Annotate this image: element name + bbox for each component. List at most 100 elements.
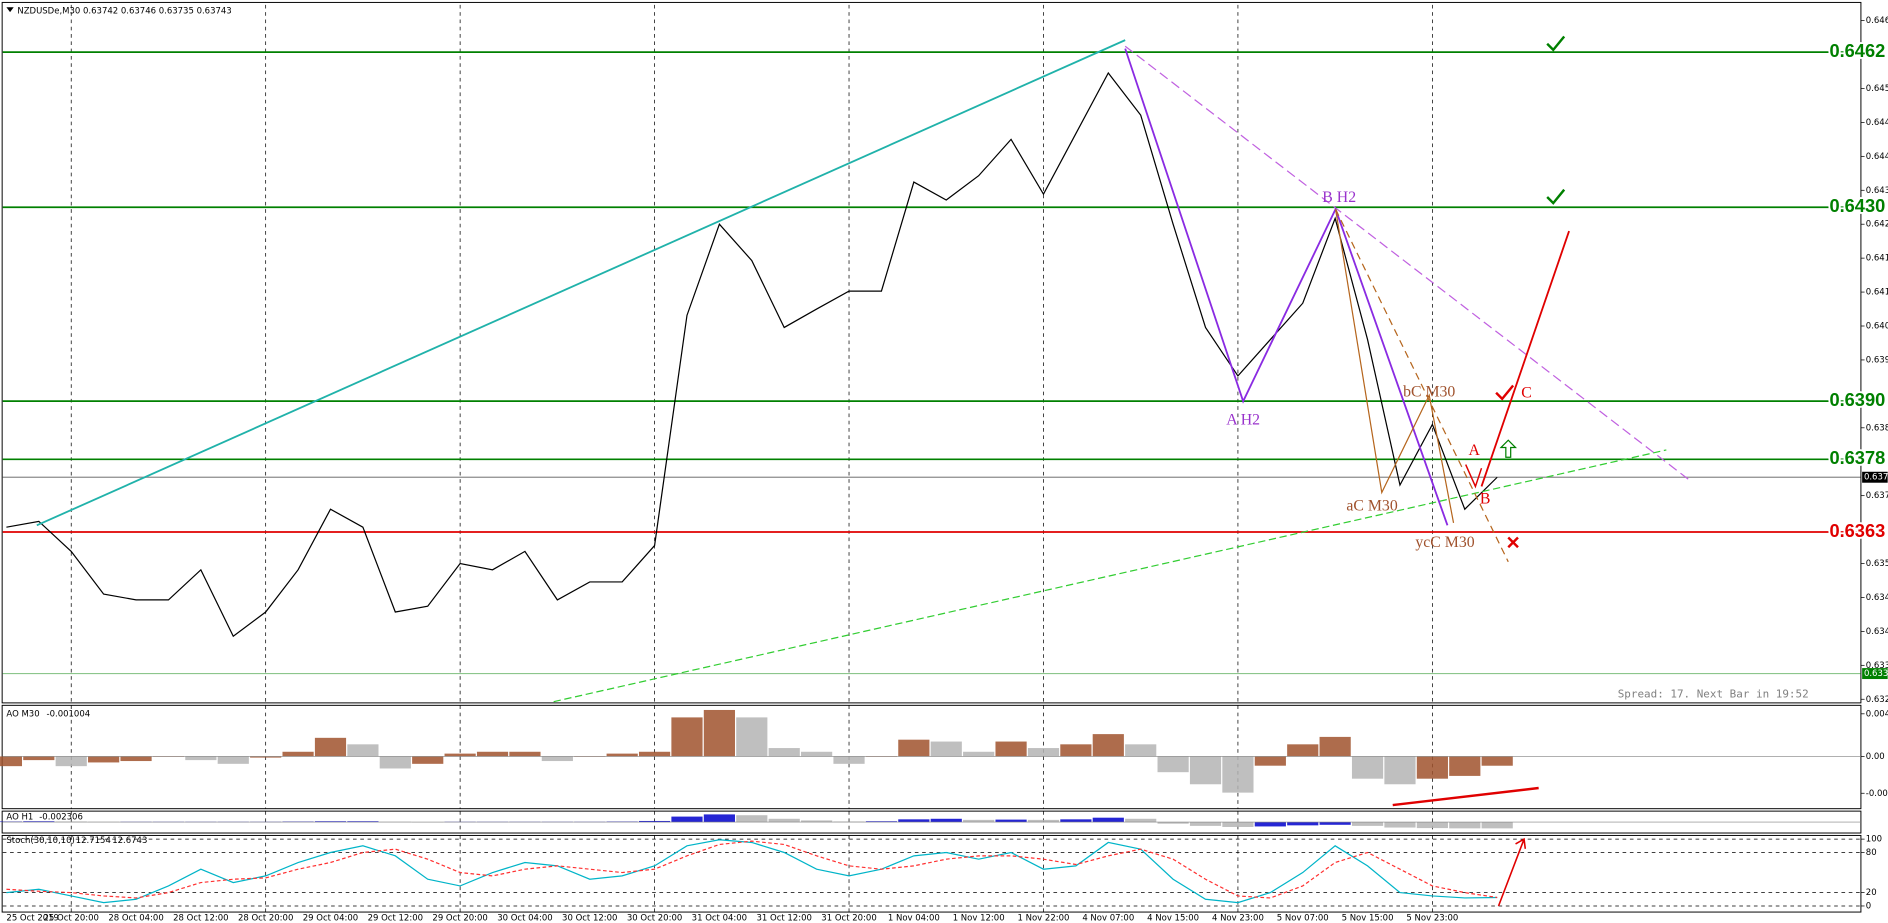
y-tick-label: 0.64055 (1866, 322, 1888, 332)
histogram-bar (898, 819, 930, 823)
symbol-title: NZDUSDe,M30 (17, 6, 80, 16)
histogram-bar (801, 751, 833, 757)
histogram-bar (1416, 756, 1448, 779)
x-tick-label: 31 Oct 04:00 (692, 914, 747, 923)
price-tag-label: 0.63743 (1864, 473, 1888, 483)
histogram-bar (1351, 822, 1384, 826)
wave-label: A (1468, 442, 1480, 459)
histogram-bar (1351, 756, 1384, 779)
y-tick-label: 0.64405 (1866, 152, 1888, 162)
x-tick-label: 4 Nov 15:00 (1147, 914, 1199, 923)
y-tick-label: 0.63845 (1866, 423, 1888, 433)
histogram-bar (1125, 818, 1157, 823)
level-label: 0.6363 (1829, 520, 1885, 541)
histogram-bar (1319, 736, 1351, 757)
y-tick-label: 20 (1866, 888, 1877, 898)
x-tick-label: 25 Oct 2019 (6, 914, 59, 923)
level-label: 0.6378 (1829, 447, 1885, 468)
histogram-bar (1222, 756, 1254, 793)
y-tick-label: 0.64265 (1866, 220, 1888, 230)
histogram-bar (379, 756, 411, 769)
histogram-bar (1384, 756, 1416, 785)
ao-m30-title: AO M30 (6, 709, 39, 719)
y-tick-label: 0 (1866, 901, 1871, 911)
x-tick-label: 5 Nov 07:00 (1277, 914, 1329, 923)
x-tick-label: 5 Nov 23:00 (1406, 914, 1458, 923)
y-tick-label: 0.64195 (1866, 254, 1888, 264)
histogram-bar (1449, 822, 1481, 829)
histogram-bar (1319, 822, 1351, 825)
histogram-bar (250, 756, 282, 758)
histogram-bar (768, 818, 800, 823)
wave-label: aC M30 (1346, 498, 1397, 515)
histogram-bar (1287, 744, 1319, 757)
histogram-bar (1384, 822, 1416, 828)
y-tick-label: 0.64125 (1866, 288, 1888, 298)
histogram-bar (509, 751, 541, 757)
stoch-signal-value: 12.6743 (112, 836, 147, 846)
x-tick-label: 1 Nov 22:00 (1018, 914, 1070, 923)
x-tick-label: 28 Oct 04:00 (108, 914, 163, 923)
histogram-bar (1481, 822, 1513, 829)
y-tick-label: 0.64545 (1866, 84, 1888, 94)
histogram-bar (1189, 756, 1222, 785)
ohlc-header: 0.63742 0.63746 0.63735 0.63743 (83, 6, 232, 16)
histogram-bar (476, 751, 509, 757)
histogram-bar (185, 756, 217, 761)
y-tick-label: 80 (1866, 848, 1877, 858)
menu-icon (6, 7, 14, 13)
status-text: Spread: 17. Next Bar in 19:52 (1618, 687, 1809, 700)
histogram-bar (55, 756, 87, 767)
ao-h1-title: AO H1 (6, 813, 33, 823)
histogram-bar (1125, 744, 1157, 757)
ao-m30-value: -0.001004 (47, 709, 91, 719)
wave-label: B (1480, 490, 1491, 507)
x-tick-label: 29 Oct 04:00 (303, 914, 358, 923)
histogram-bar (865, 821, 898, 823)
y-tick-label: 0.63985 (1866, 355, 1888, 365)
y-tick-label: -0.003968 (1866, 789, 1888, 799)
y-tick-label: 0.63565 (1866, 559, 1888, 569)
y-tick-label: 0.64685 (1866, 16, 1888, 26)
x-tick-label: 25 Oct 20:00 (44, 914, 99, 923)
wave-label: C (1521, 385, 1532, 402)
histogram-bar (347, 821, 379, 823)
histogram-bar (1060, 819, 1092, 823)
histogram-bar (1092, 817, 1124, 823)
stoch-main-value: 12.7154 (76, 836, 111, 846)
histogram-bar (638, 820, 671, 823)
histogram-bar (930, 818, 962, 823)
histogram-bar (671, 717, 703, 757)
histogram-bar (898, 739, 930, 757)
histogram-bar (736, 815, 768, 823)
histogram-bar (444, 753, 476, 757)
histogram-bar (638, 751, 671, 757)
y-tick-label: 0.63495 (1866, 593, 1888, 603)
histogram-bar (1481, 756, 1513, 766)
wave-label: A H2 (1226, 411, 1260, 428)
histogram-bar (995, 819, 1027, 823)
histogram-bar (963, 819, 995, 823)
histogram-bar (23, 821, 55, 823)
y-tick-label: 0.63285 (1866, 695, 1888, 705)
histogram-bar (120, 756, 152, 762)
histogram-bar (282, 751, 314, 757)
histogram-bar (1416, 822, 1448, 829)
histogram-bar (1287, 822, 1319, 826)
level-label: 0.6430 (1829, 195, 1885, 216)
y-tick-label: 0.63355 (1866, 661, 1888, 671)
histogram-bar (23, 756, 55, 761)
x-tick-label: 30 Oct 12:00 (562, 914, 617, 923)
x-tick-label: 1 Nov 04:00 (888, 914, 940, 923)
histogram-bar (703, 814, 735, 823)
histogram-bar (0, 756, 23, 767)
histogram-bar (1222, 822, 1254, 827)
level-label: 0.6462 (1829, 40, 1885, 61)
histogram-bar (963, 751, 995, 757)
stoch-title: Stoch(30,10,10) (6, 836, 74, 846)
histogram-bar (1060, 744, 1092, 757)
histogram-bar (930, 741, 962, 757)
histogram-bar (314, 737, 347, 757)
y-tick-label: 0.63705 (1866, 491, 1888, 501)
